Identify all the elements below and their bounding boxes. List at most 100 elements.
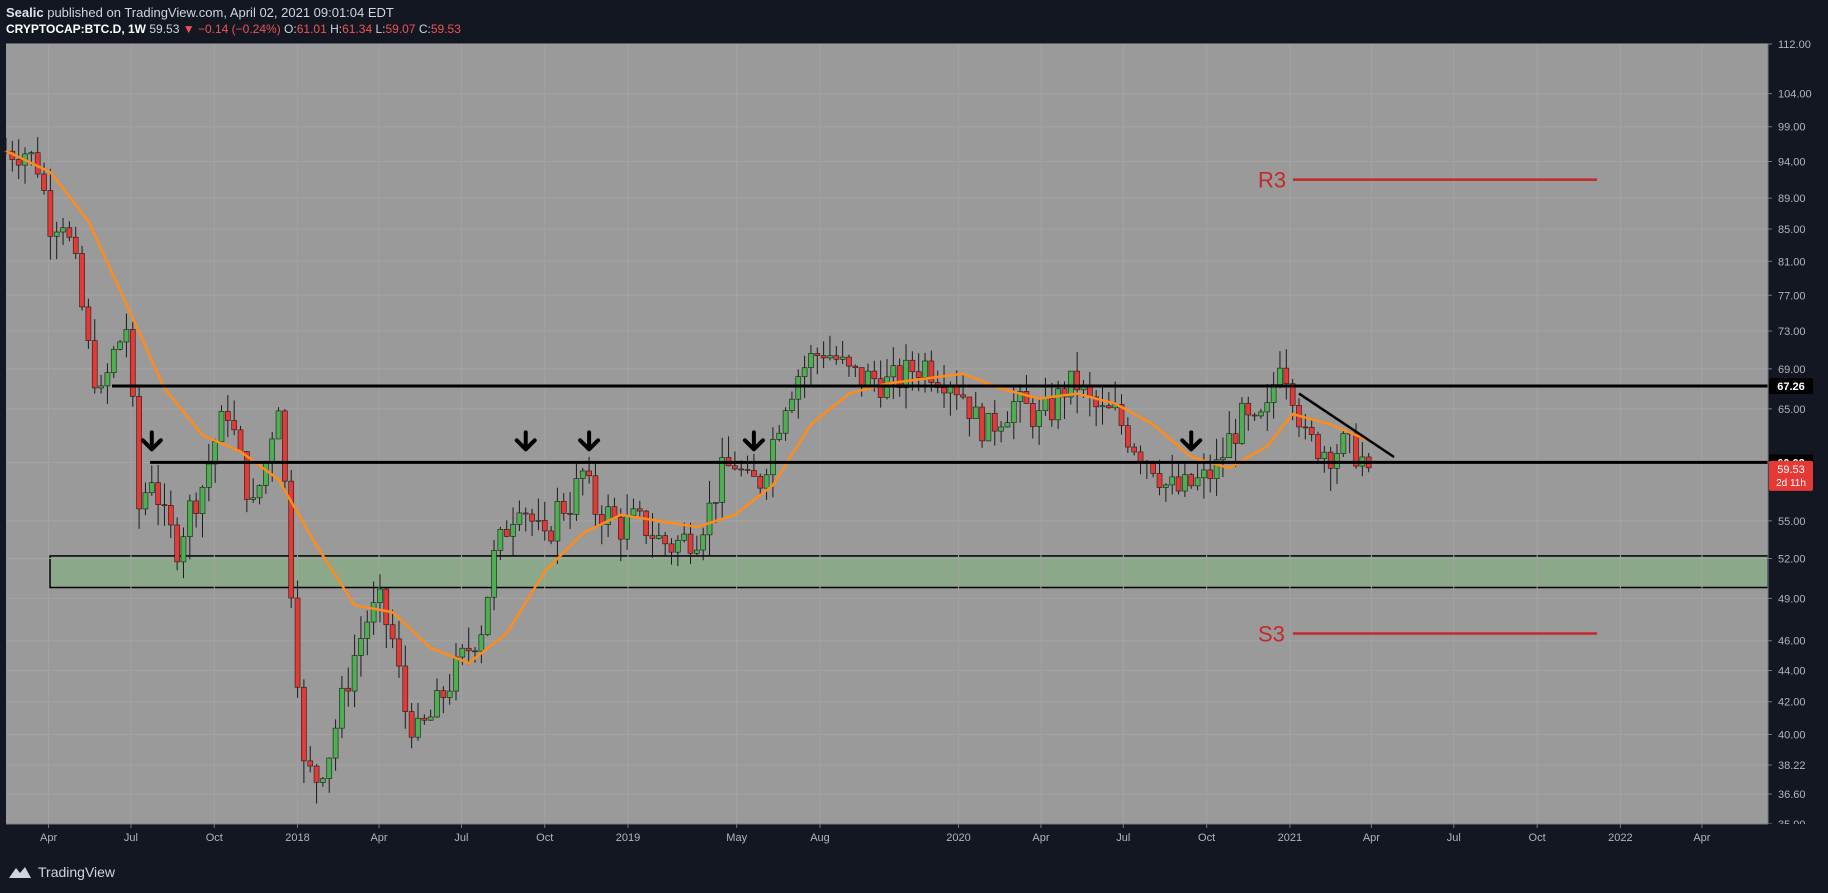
candle-down[interactable] xyxy=(1125,425,1131,448)
candle-down[interactable] xyxy=(389,624,396,640)
candle-down[interactable] xyxy=(852,365,859,368)
candle-down[interactable] xyxy=(617,516,624,540)
candle-up[interactable] xyxy=(985,413,992,442)
candle-up[interactable] xyxy=(326,757,333,779)
candle-up[interactable] xyxy=(1213,459,1220,480)
candle-down[interactable] xyxy=(953,386,960,396)
candle-up[interactable] xyxy=(630,508,637,516)
candle-up[interactable] xyxy=(675,539,681,553)
candle-up[interactable] xyxy=(998,426,1004,432)
candle-up[interactable] xyxy=(415,717,421,738)
candle-up[interactable] xyxy=(1194,477,1201,487)
candle-down[interactable] xyxy=(668,543,675,553)
candle-down[interactable] xyxy=(66,227,73,238)
candle-up[interactable] xyxy=(275,410,282,440)
candle-up[interactable] xyxy=(60,227,66,233)
candle-up[interactable] xyxy=(656,535,662,539)
candle-down[interactable] xyxy=(738,468,745,471)
candle-up[interactable] xyxy=(903,359,909,389)
candle-up[interactable] xyxy=(700,534,706,551)
candle-down[interactable] xyxy=(744,469,751,471)
candle-up[interactable] xyxy=(497,528,504,551)
candle-down[interactable] xyxy=(637,508,643,512)
candle-up[interactable] xyxy=(1099,405,1106,408)
candle-up[interactable] xyxy=(1226,433,1233,458)
candle-down[interactable] xyxy=(465,647,472,652)
candle-down[interactable] xyxy=(833,355,840,360)
candle-up[interactable] xyxy=(206,463,212,488)
candle-up[interactable] xyxy=(358,638,364,656)
candle-down[interactable] xyxy=(402,665,409,712)
moving-average-line[interactable] xyxy=(5,149,1370,665)
candle-down[interactable] xyxy=(1093,396,1099,408)
candle-down[interactable] xyxy=(586,470,592,477)
candle-up[interactable] xyxy=(510,524,516,537)
candle-down[interactable] xyxy=(643,510,649,536)
candle-up[interactable] xyxy=(1017,391,1023,402)
candle-down[interactable] xyxy=(1048,398,1055,421)
candle-down[interactable] xyxy=(846,356,852,367)
candle-up[interactable] xyxy=(1036,410,1042,427)
candle-down[interactable] xyxy=(161,504,168,506)
candle-up[interactable] xyxy=(1220,457,1226,461)
candle-down[interactable] xyxy=(1302,426,1309,429)
y-axis-panel[interactable] xyxy=(1768,44,1828,824)
candle-down[interactable] xyxy=(814,353,821,356)
candle-down[interactable] xyxy=(440,690,447,698)
candle-down[interactable] xyxy=(193,500,199,514)
candle-down[interactable] xyxy=(301,686,307,762)
candle-up[interactable] xyxy=(1169,476,1176,486)
candle-down[interactable] xyxy=(928,360,935,383)
candle-up[interactable] xyxy=(98,385,104,389)
candle-up[interactable] xyxy=(256,485,263,499)
candle-down[interactable] xyxy=(1289,383,1296,406)
candle-up[interactable] xyxy=(148,482,155,494)
candle-down[interactable] xyxy=(909,359,916,373)
candle-down[interactable] xyxy=(529,513,535,522)
candle-down[interactable] xyxy=(757,476,764,489)
candle-down[interactable] xyxy=(687,533,694,554)
candle-up[interactable] xyxy=(763,474,770,489)
candle-down[interactable] xyxy=(991,413,998,432)
candle-up[interactable] xyxy=(865,370,871,387)
x-axis-panel[interactable] xyxy=(0,824,1828,850)
candle-up[interactable] xyxy=(681,533,687,541)
candle-up[interactable] xyxy=(332,727,339,759)
candle-down[interactable] xyxy=(421,717,428,721)
candle-down[interactable] xyxy=(1061,388,1068,398)
candle-down[interactable] xyxy=(560,501,567,514)
candle-up[interactable] xyxy=(180,536,187,563)
candle-down[interactable] xyxy=(47,190,54,237)
candle-down[interactable] xyxy=(313,765,320,783)
candle-down[interactable] xyxy=(941,387,947,394)
candle-up[interactable] xyxy=(1163,484,1169,488)
candle-down[interactable] xyxy=(732,465,738,470)
candle-down[interactable] xyxy=(966,396,973,419)
candle-up[interactable] xyxy=(719,457,726,503)
candle-down[interactable] xyxy=(1118,404,1125,426)
candle-up[interactable] xyxy=(972,406,979,419)
author-name[interactable]: Sealic xyxy=(6,5,44,20)
candle-up[interactable] xyxy=(434,690,440,718)
candle-down[interactable] xyxy=(129,329,136,397)
candle-down[interactable] xyxy=(237,429,244,452)
candle-up[interactable] xyxy=(535,520,542,522)
candle-up[interactable] xyxy=(624,515,630,540)
candle-up[interactable] xyxy=(789,398,795,411)
candle-down[interactable] xyxy=(877,378,884,398)
candle-up[interactable] xyxy=(1277,367,1283,385)
candle-down[interactable] xyxy=(1308,426,1315,435)
candle-down[interactable] xyxy=(244,451,250,500)
candle-down[interactable] xyxy=(1188,474,1195,487)
candle-up[interactable] xyxy=(187,500,193,537)
candle-up[interactable] xyxy=(808,353,814,369)
candle-down[interactable] xyxy=(1327,451,1334,469)
candle-down[interactable] xyxy=(1315,434,1321,460)
candle-down[interactable] xyxy=(1106,405,1112,409)
candle-up[interactable] xyxy=(1321,451,1328,460)
candle-up[interactable] xyxy=(250,497,256,500)
candle-up[interactable] xyxy=(947,386,954,394)
candle-up[interactable] xyxy=(320,778,326,783)
candle-up[interactable] xyxy=(263,462,269,486)
candle-down[interactable] xyxy=(345,687,352,692)
